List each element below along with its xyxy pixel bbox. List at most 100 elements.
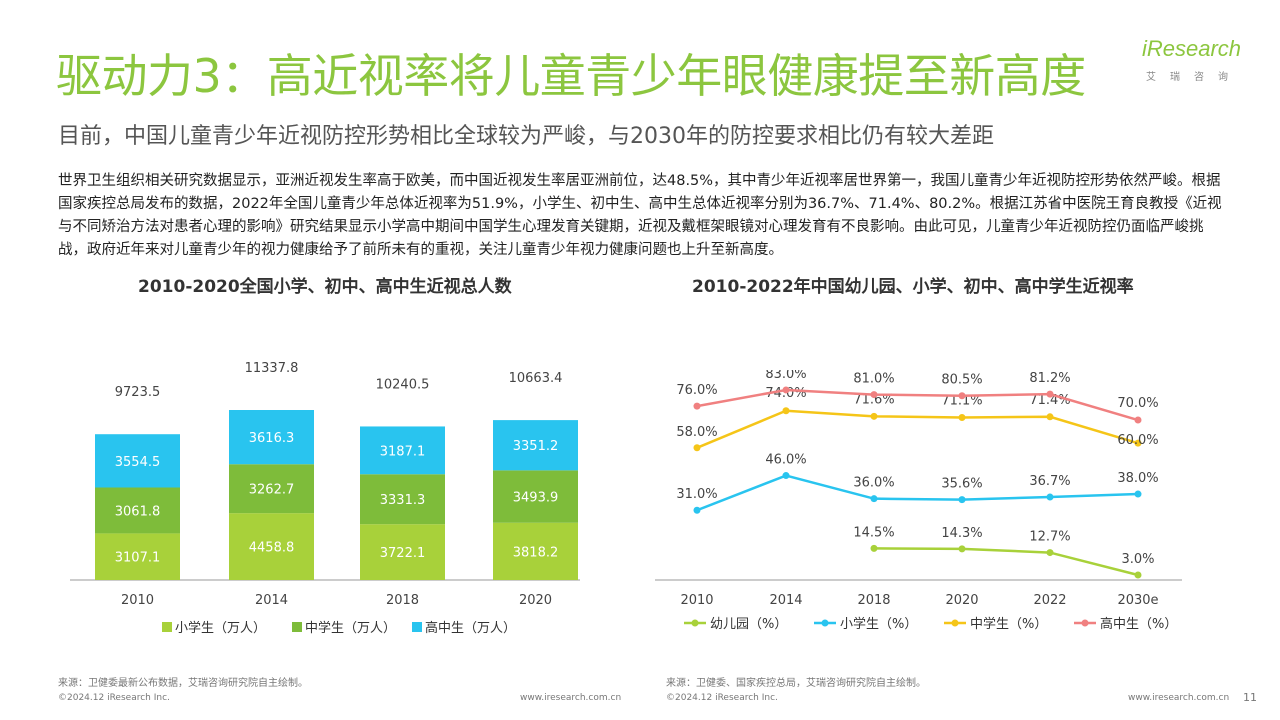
data-point — [958, 496, 966, 504]
bar-segment — [360, 474, 445, 525]
bar-value-label: 3493.9 — [513, 491, 559, 506]
bar-segment — [95, 487, 180, 534]
legend-label: 小学生（%） — [840, 616, 917, 632]
bar-segment — [493, 420, 578, 471]
data-point — [1046, 390, 1054, 398]
data-point — [1046, 493, 1054, 501]
iresearch-logo: iResearch 艾瑞咨询 — [1142, 36, 1252, 86]
logo-text: iResearch — [1142, 36, 1242, 61]
data-label: 81.2% — [1029, 371, 1070, 386]
data-point — [958, 545, 966, 553]
series-line — [696, 388, 1139, 422]
x-tick-label: 2018 — [386, 593, 419, 608]
data-point — [870, 544, 878, 552]
legend-marker — [691, 619, 699, 627]
legend-marker — [951, 619, 959, 627]
legend-label: 高中生（万人） — [425, 620, 516, 636]
legend-swatch — [412, 622, 422, 632]
bar-chart-title: 2010-2020全国小学、初中、高中生近视总人数 — [138, 277, 512, 297]
data-point — [1046, 413, 1054, 421]
legend-swatch — [162, 622, 172, 632]
bar-value-label: 4458.8 — [249, 541, 295, 556]
source-note-right: 来源：卫健委、国家疾控总局，艾瑞咨询研究院自主绘制。 — [666, 678, 926, 689]
data-point — [1134, 439, 1142, 447]
series-line — [873, 547, 1139, 577]
data-label: 12.7% — [1029, 530, 1070, 545]
data-label: 3.0% — [1121, 552, 1154, 567]
bar-total-label: 9723.5 — [115, 385, 161, 400]
legend-label: 幼儿园（%） — [710, 617, 787, 632]
bar-value-label: 3331.3 — [380, 493, 426, 508]
data-label: 71.6% — [853, 392, 894, 407]
page-title: 驱动力3：高近视率将儿童青少年眼健康提至新高度 — [56, 49, 1086, 103]
bar-value-label: 3351.2 — [513, 439, 559, 454]
website-left: www.iresearch.com.cn — [520, 693, 622, 703]
bar-total-label: 11337.8 — [245, 361, 299, 376]
data-point — [1134, 416, 1142, 424]
body-paragraph: 世界卫生组织相关研究数据显示，亚洲近视发生率高于欧美，而中国近视发生率居亚洲前位… — [58, 173, 1222, 258]
data-point — [870, 391, 878, 399]
data-point — [870, 495, 878, 503]
data-point — [693, 402, 701, 410]
legend-label: 小学生（万人） — [175, 620, 266, 636]
bar-value-label: 3187.1 — [380, 444, 426, 459]
x-tick-label: 2014 — [255, 593, 288, 608]
bar-value-label: 3554.5 — [115, 455, 161, 470]
bar-segment — [493, 470, 578, 523]
data-label: 36.7% — [1029, 474, 1070, 489]
x-tick-label: 2018 — [857, 593, 890, 608]
copyright-right: ©2024.12 iResearch Inc. — [666, 693, 778, 703]
data-label: 80.5% — [941, 373, 982, 388]
bar-segment — [229, 513, 314, 580]
series-line — [696, 409, 1139, 449]
stacked-bar-chart: 3107.1 3061.8 3554.5 9723.5 2010 4458.8 3262.7… — [70, 361, 580, 636]
legend-label: 中学生（%） — [970, 616, 1047, 632]
line-chart-title: 2010-2022年中国幼儿园、小学、初中、高中学生近视率 — [692, 277, 1134, 297]
bar-value-label: 3107.1 — [115, 551, 161, 566]
page-number: 11 — [1243, 691, 1257, 704]
bar-total-label: 10663.4 — [509, 371, 563, 386]
data-point — [693, 506, 701, 514]
bar-segment — [95, 533, 180, 580]
data-point — [870, 412, 878, 420]
data-label: 71.1% — [941, 393, 982, 408]
x-tick-label: 2020 — [519, 593, 552, 608]
data-label: 60.0% — [1117, 433, 1158, 448]
data-label: 14.5% — [853, 525, 894, 540]
data-label: 35.6% — [941, 477, 982, 492]
data-label: 70.0% — [1117, 396, 1158, 411]
bar-segment — [229, 464, 314, 514]
data-label: 81.0% — [853, 372, 894, 387]
data-point — [782, 407, 790, 415]
bar-value-label: 3262.7 — [249, 483, 295, 498]
bar-value-label: 3061.8 — [115, 504, 161, 519]
x-tick-label: 2014 — [769, 593, 802, 608]
bar-segment — [360, 524, 445, 580]
data-label: 36.0% — [853, 476, 894, 491]
data-point — [693, 444, 701, 452]
data-label: 58.0% — [676, 425, 717, 440]
data-label: 46.0% — [765, 453, 806, 468]
data-label: 14.3% — [941, 526, 982, 541]
bar-segment — [95, 434, 180, 488]
bar-segment — [493, 522, 578, 580]
data-point — [782, 472, 790, 480]
data-label: 83.0% — [765, 370, 806, 382]
data-point — [782, 386, 790, 394]
legend-swatch — [292, 622, 302, 632]
data-label: 31.0% — [676, 487, 717, 502]
data-point — [1046, 549, 1054, 557]
bar-total-label: 10240.5 — [376, 377, 430, 392]
logo-subtext: 艾瑞咨询 — [1146, 72, 1242, 83]
data-point — [958, 392, 966, 400]
data-point — [958, 413, 966, 421]
x-tick-label: 2030e — [1117, 593, 1158, 608]
line-chart: 14.5% 14.3% 12.7% 3.0% 31.0% 46.0% 36.0% 35.6% 3… — [655, 370, 1182, 632]
legend-marker — [821, 619, 829, 627]
bar-segment — [360, 426, 445, 475]
x-tick-label: 2010 — [680, 593, 713, 608]
series-line — [696, 474, 1139, 512]
legend-label: 高中生（%） — [1100, 616, 1177, 632]
bar-value-label: 3818.2 — [513, 545, 559, 560]
legend-label: 中学生（万人） — [305, 620, 396, 636]
